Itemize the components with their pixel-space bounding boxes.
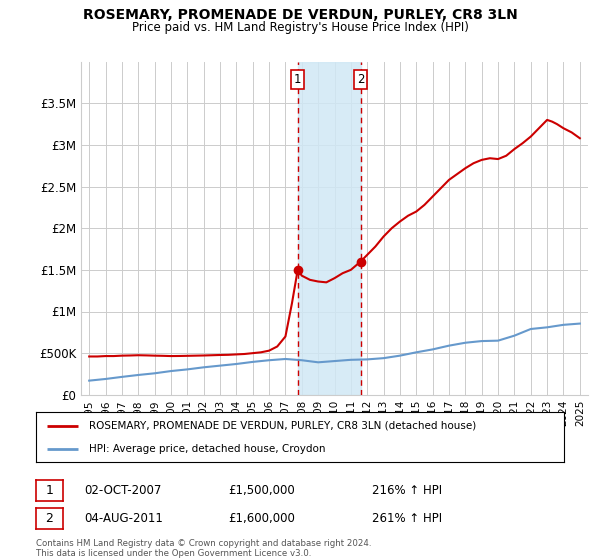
Bar [298, 62, 361, 395]
Text: 2: 2 [46, 512, 53, 525]
Text: 1: 1 [294, 73, 301, 86]
Text: ROSEMARY, PROMENADE DE VERDUN, PURLEY, CR8 3LN (detached house): ROSEMARY, PROMENADE DE VERDUN, PURLEY, C… [89, 421, 476, 431]
Text: Contains HM Land Registry data © Crown copyright and database right 2024.
This d: Contains HM Land Registry data © Crown c… [36, 539, 371, 558]
Text: 1: 1 [46, 484, 53, 497]
Text: ROSEMARY, PROMENADE DE VERDUN, PURLEY, CR8 3LN: ROSEMARY, PROMENADE DE VERDUN, PURLEY, C… [83, 8, 517, 22]
Text: £1,500,000: £1,500,000 [228, 484, 295, 497]
Text: 216% ↑ HPI: 216% ↑ HPI [372, 484, 442, 497]
Text: HPI: Average price, detached house, Croydon: HPI: Average price, detached house, Croy… [89, 445, 325, 454]
Text: 2: 2 [357, 73, 364, 86]
Text: Price paid vs. HM Land Registry's House Price Index (HPI): Price paid vs. HM Land Registry's House … [131, 21, 469, 34]
Text: £1,600,000: £1,600,000 [228, 512, 295, 525]
Text: 02-OCT-2007: 02-OCT-2007 [84, 484, 161, 497]
Text: 04-AUG-2011: 04-AUG-2011 [84, 512, 163, 525]
Text: 261% ↑ HPI: 261% ↑ HPI [372, 512, 442, 525]
